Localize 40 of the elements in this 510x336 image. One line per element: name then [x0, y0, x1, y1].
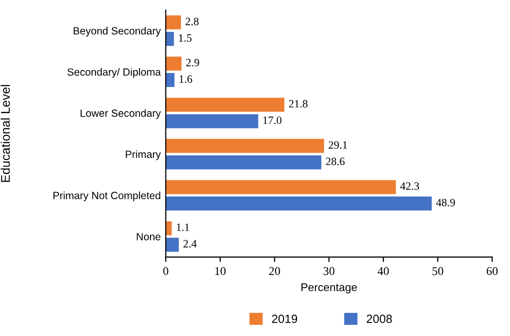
y-tick-label: Primary: [126, 150, 161, 160]
y-axis-title: Educational Level: [0, 85, 10, 182]
data-label: 2.9: [186, 58, 200, 66]
bar: [166, 180, 396, 194]
x-tick-label: 10: [215, 267, 226, 276]
x-tick-label: 40: [378, 267, 389, 276]
bar: [166, 196, 432, 211]
data-label: 2.8: [186, 18, 199, 26]
data-label: 1.1: [176, 224, 190, 232]
data-label: 28.6: [326, 158, 345, 166]
bar: [166, 138, 324, 153]
bar: [166, 32, 174, 46]
legend-label: 2019: [272, 314, 298, 324]
bar: [166, 56, 182, 71]
x-tick-label: 60: [486, 267, 498, 276]
bar: [166, 15, 181, 30]
y-tick-label: Lower Secondary: [80, 109, 161, 119]
y-tick-label: None: [136, 233, 160, 240]
data-label: 48.9: [436, 198, 455, 206]
x-tick-label: 0: [163, 267, 168, 276]
bar: [166, 155, 322, 170]
data-label: 1.6: [180, 75, 192, 83]
bar: [166, 73, 174, 88]
bar: [166, 98, 284, 112]
bar: [166, 238, 179, 252]
y-tick-label: Beyond Secondary: [74, 26, 161, 37]
y-tick-label: Primary Not Completed: [54, 192, 160, 202]
data-label: 1.5: [179, 34, 192, 42]
x-tick-label: 50: [432, 267, 444, 276]
bar: [166, 114, 258, 128]
x-tick-label: 30: [324, 267, 334, 276]
data-label: 21.8: [288, 100, 308, 108]
data-label: 29.1: [328, 141, 347, 149]
x-tick-label: 20: [269, 267, 280, 276]
y-tick-label: Secondary/ Diploma: [68, 68, 161, 78]
data-label: 2.4: [183, 240, 197, 248]
x-axis-title: Percentage: [301, 283, 357, 294]
legend-label: 2008: [366, 314, 392, 324]
data-label: 17.0: [263, 116, 282, 124]
data-label: 42.3: [400, 182, 420, 190]
